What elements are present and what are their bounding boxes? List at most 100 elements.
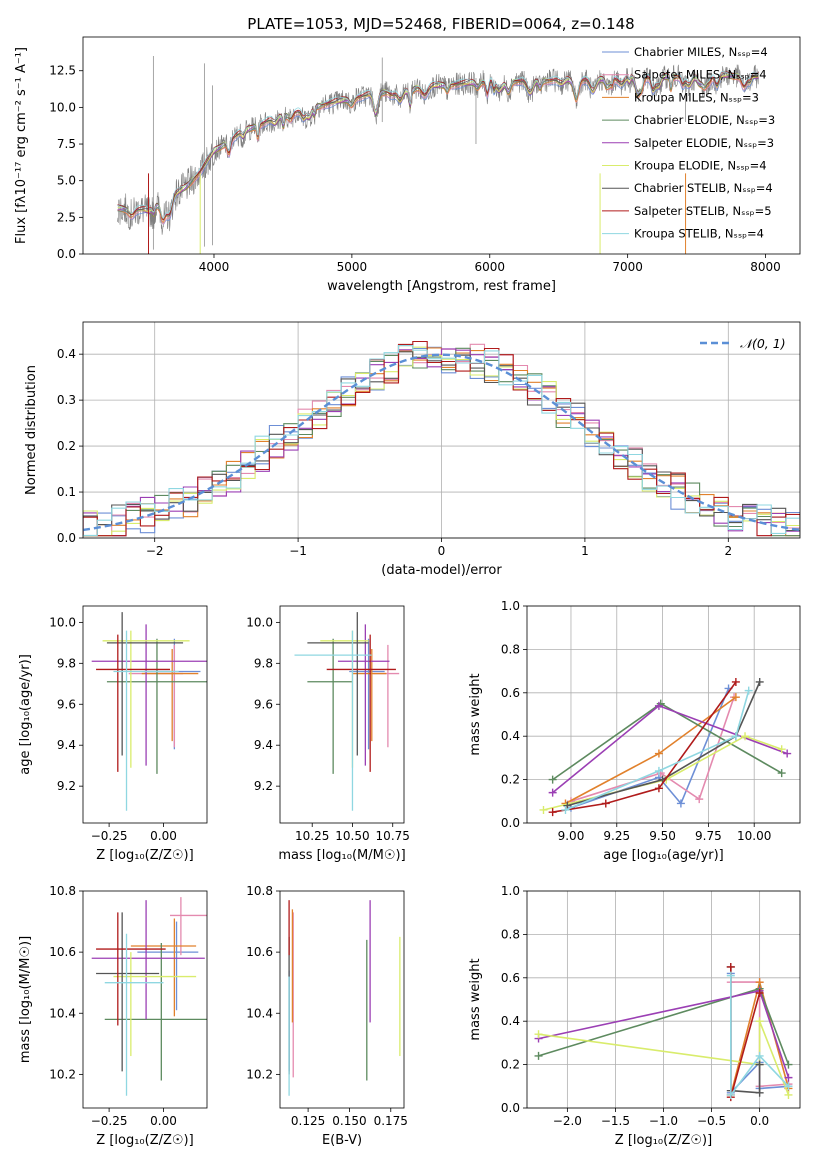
y-tick-label: 9.4 (57, 738, 76, 752)
legend-entry: Chabrier ELODIE, Nₛₛₚ=3 (634, 113, 775, 127)
y-axis-label: mass weight (468, 673, 483, 755)
axes-frame-rect (82, 890, 208, 1109)
x-tick-label: 5000 (337, 260, 368, 274)
mass-weight-marker (539, 805, 548, 814)
mass-weight-marker (755, 1051, 764, 1060)
y-tick-label: 0.8 (501, 927, 520, 941)
y-tick-label: 9.6 (254, 697, 273, 711)
mass-weight-marker (784, 1082, 793, 1091)
y-tick-label: 0.2 (57, 439, 76, 453)
y-tick-label: 0.6 (501, 971, 520, 985)
x-tick-label: 9.25 (603, 829, 630, 843)
mass-weight-marker (563, 801, 572, 810)
mass-weight-line (730, 975, 790, 1098)
y-tick-label: 0.2 (501, 1058, 520, 1072)
x-tick-label: 4000 (199, 260, 230, 274)
x-tick-label: 0 (438, 544, 446, 558)
y-tick-label: 0.8 (501, 642, 520, 656)
y-axis-label: mass [log₁₀(M/M☉)] (18, 936, 33, 1063)
mass-weight-marker (548, 808, 557, 817)
mass-weight-marker (601, 799, 610, 808)
y-axis-label: mass weight (468, 958, 483, 1040)
axes-frame-rect (82, 605, 208, 824)
plot-residuals: −2 −1 0 1 2 0.0 0.1 0.2 0.3 0.4 𝒩(0, 1) (data-model… (24, 321, 801, 578)
legend-entry: Kroupa STELIB, Nₛₛₚ=4 (634, 227, 764, 241)
x-tick-label: 6000 (474, 260, 505, 274)
mass-weight-line (552, 681, 737, 813)
x-tick-label: −1.5 (601, 1114, 630, 1128)
mass-weight-marker (561, 805, 570, 814)
mass-weight-marker (534, 1051, 543, 1060)
y-tick-label: 10.6 (49, 945, 76, 959)
x-tick-label: 9.75 (695, 829, 722, 843)
y-tick-label: 5.0 (57, 174, 76, 188)
x-tick-label: 10.50 (335, 829, 369, 843)
plot-mass-vs-Z: −0.25 0.00 10.2 10.4 10.6 10.8 Z [log₁₀(Z/Z☉)]… (18, 884, 208, 1148)
plot-area (294, 612, 400, 811)
mass-weight-line (565, 690, 750, 811)
plot-area (117, 56, 759, 254)
axes-frame (82, 890, 208, 1109)
x-tick-label: 9.00 (558, 829, 585, 843)
x-axis-label: wavelength [Angstrom, rest frame] (327, 279, 556, 294)
mass-weight-line (538, 1020, 790, 1096)
axes-frame: 𝒩(0, 1) (82, 321, 801, 539)
y-tick-label: 0.4 (57, 347, 76, 361)
y-axis-label: Normed distribution (24, 365, 39, 495)
axes-frame-rect (82, 321, 801, 539)
legend-entry: Salpeter ELODIE, Nₛₛₚ=3 (634, 136, 774, 150)
x-axis-label: age [log₁₀(age/yr)] (603, 848, 724, 863)
axes-frame-rect (279, 890, 405, 1109)
residual-histogram (83, 344, 800, 537)
mass-weight-marker (654, 749, 663, 758)
mass-weight-marker (726, 962, 735, 971)
axes-frame-rect (279, 605, 405, 824)
y-tick-label: 10.0 (49, 100, 76, 114)
y-tick-label: 12.5 (49, 64, 76, 78)
mass-weight-marker (755, 1017, 764, 1026)
mass-weight-marker (755, 988, 764, 997)
plot-mass-vs-ebv: 0.125 0.150 0.175 10.2 10.4 10.6 10.8 E(B-V) (246, 884, 408, 1148)
model-spectrum-line (117, 71, 759, 221)
residual-histogram (83, 340, 800, 537)
x-tick-label: 0.0 (750, 1114, 769, 1128)
x-axis-label: Z [log₁₀(Z/Z☉)] (615, 1133, 712, 1148)
y-tick-label: 10.0 (246, 615, 273, 629)
mass-weight-marker (731, 677, 740, 686)
x-tick-label: 9.50 (649, 829, 676, 843)
x-tick-label: 10.00 (737, 829, 771, 843)
axes-frame (526, 890, 801, 1109)
y-tick-label: 10.6 (246, 945, 273, 959)
axes-frame (279, 605, 405, 824)
y-tick-label: 0.0 (501, 816, 520, 830)
plot-area (539, 677, 792, 817)
plot-area (91, 612, 207, 811)
x-tick-label: −2 (146, 544, 164, 558)
axes-frame (279, 890, 405, 1109)
x-tick-label: −0.25 (91, 1114, 128, 1128)
y-tick-label: 0.1 (57, 485, 76, 499)
normal-curve (83, 353, 800, 532)
x-tick-label: 0.150 (332, 1114, 366, 1128)
mass-weight-marker (744, 686, 753, 695)
mass-weight-marker (534, 1030, 543, 1039)
mass-weight-marker (755, 1060, 764, 1069)
legend-entry: Chabrier MILES, Nₛₛₚ=4 (634, 45, 768, 59)
x-tick-label: −1 (289, 544, 307, 558)
y-tick-label: 0.0 (501, 1101, 520, 1115)
mass-weight-marker (777, 769, 786, 778)
y-tick-label: 10.8 (49, 884, 76, 898)
axes-frame-rect (526, 605, 801, 824)
plot-age-vs-mass: 10.25 10.50 10.75 9.2 9.4 9.6 9.8 10.0 mass [log… (246, 605, 410, 863)
y-tick-label: 2.5 (57, 210, 76, 224)
y-tick-label: 0.4 (501, 729, 520, 743)
axes-frame-rect (82, 36, 801, 255)
y-tick-label: 10.0 (49, 615, 76, 629)
x-tick-label: 10.25 (295, 829, 329, 843)
plot-area (83, 340, 800, 537)
x-axis-label: (data-model)/error (381, 563, 502, 578)
x-tick-label: −2.0 (553, 1114, 582, 1128)
legend-entry: Chabrier STELIB, Nₛₛₚ=4 (634, 181, 773, 195)
x-tick-label: −1.0 (649, 1114, 678, 1128)
